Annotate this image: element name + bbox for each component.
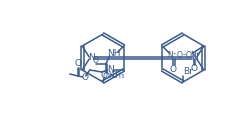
Text: N⁺: N⁺	[190, 52, 200, 60]
Text: NH: NH	[107, 50, 121, 59]
Text: O: O	[101, 70, 107, 80]
Text: O: O	[190, 65, 197, 74]
Text: N⁺: N⁺	[167, 52, 177, 60]
Text: N: N	[88, 53, 95, 62]
Text: ⁻O: ⁻O	[183, 52, 193, 60]
Text: O: O	[102, 73, 109, 82]
Text: CH₃: CH₃	[111, 70, 125, 80]
Text: O: O	[170, 65, 177, 74]
Text: O: O	[93, 57, 99, 66]
Text: H: H	[108, 72, 114, 81]
Text: O⁻: O⁻	[176, 52, 186, 60]
Text: N: N	[191, 53, 198, 62]
Text: Br: Br	[183, 67, 193, 76]
Text: N: N	[107, 66, 114, 75]
Text: O: O	[81, 74, 88, 83]
Text: O: O	[74, 60, 81, 68]
